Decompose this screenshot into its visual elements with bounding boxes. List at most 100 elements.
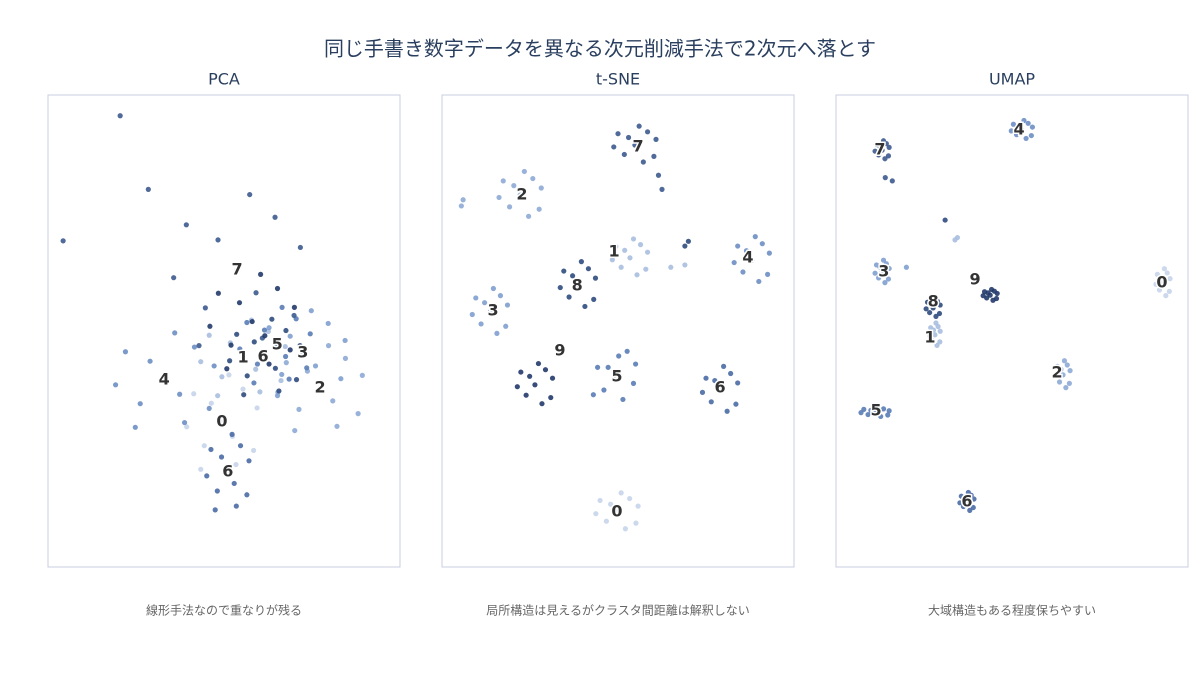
point	[112, 382, 119, 388]
point	[198, 359, 204, 365]
point	[215, 237, 221, 243]
point	[708, 399, 714, 405]
point	[246, 458, 252, 464]
point	[212, 507, 218, 513]
point	[937, 302, 943, 308]
cluster-label: 1	[237, 347, 248, 366]
point	[756, 278, 762, 285]
point	[207, 323, 213, 329]
cluster-label: 7	[231, 260, 242, 279]
point	[624, 348, 630, 354]
point	[224, 366, 230, 372]
point	[872, 148, 878, 154]
point	[886, 144, 892, 150]
point	[1028, 132, 1034, 139]
point	[609, 257, 615, 263]
point	[538, 185, 544, 191]
point	[590, 392, 596, 398]
point	[735, 380, 741, 386]
point	[749, 257, 755, 263]
point	[312, 363, 319, 369]
point	[582, 303, 588, 310]
panel-caption: 大域構造もある程度保ちやすい	[928, 603, 1096, 618]
point	[225, 469, 231, 475]
point	[261, 327, 268, 333]
point	[883, 261, 889, 267]
point	[282, 343, 288, 350]
point	[659, 186, 665, 192]
cluster-label: 0	[1156, 272, 1167, 291]
point	[181, 419, 188, 426]
point	[117, 113, 123, 119]
point	[244, 373, 250, 379]
cluster-label: 6	[715, 378, 726, 397]
point	[752, 234, 758, 240]
point	[627, 255, 633, 261]
point	[585, 266, 592, 272]
point	[954, 234, 961, 241]
point	[215, 393, 221, 399]
point	[506, 204, 513, 210]
point	[490, 285, 496, 292]
point	[601, 387, 607, 393]
point	[286, 376, 292, 382]
point	[300, 350, 306, 356]
point	[1061, 358, 1068, 364]
point	[682, 262, 688, 268]
point	[227, 358, 233, 364]
point	[283, 360, 289, 366]
point	[219, 419, 225, 425]
point	[338, 376, 344, 382]
point	[251, 380, 257, 386]
point	[296, 406, 302, 412]
point	[682, 243, 688, 249]
point	[172, 330, 178, 336]
point	[634, 272, 640, 278]
point	[523, 392, 529, 398]
point	[1013, 132, 1020, 138]
point	[191, 344, 198, 350]
point	[875, 275, 882, 281]
point	[865, 411, 871, 418]
point	[620, 396, 626, 403]
point	[481, 300, 488, 306]
point	[234, 331, 240, 337]
point	[1016, 123, 1022, 129]
point	[236, 300, 243, 306]
point	[962, 495, 968, 501]
point	[548, 394, 554, 401]
point	[724, 408, 730, 414]
cluster-label: 4	[1013, 119, 1024, 138]
point	[1021, 117, 1027, 124]
point	[240, 355, 246, 361]
plot-frame	[47, 94, 401, 568]
point	[307, 331, 313, 337]
point	[291, 312, 297, 319]
point	[1023, 135, 1029, 142]
point	[304, 365, 310, 371]
point	[247, 191, 253, 198]
point	[532, 382, 538, 388]
point	[206, 332, 212, 338]
point	[500, 178, 506, 184]
point	[993, 295, 1000, 302]
point	[279, 371, 285, 378]
point	[627, 495, 633, 502]
point	[325, 320, 331, 327]
point	[929, 338, 936, 344]
point	[608, 501, 614, 507]
point	[487, 309, 493, 315]
point	[162, 377, 168, 383]
point	[1008, 128, 1014, 134]
point	[535, 360, 542, 367]
cluster-label: 8	[572, 276, 583, 295]
point	[1025, 120, 1031, 126]
point	[1166, 288, 1172, 294]
point	[525, 213, 532, 219]
point	[1054, 363, 1061, 369]
point	[879, 269, 885, 275]
point	[622, 247, 628, 253]
point	[240, 386, 246, 392]
point	[703, 375, 709, 381]
